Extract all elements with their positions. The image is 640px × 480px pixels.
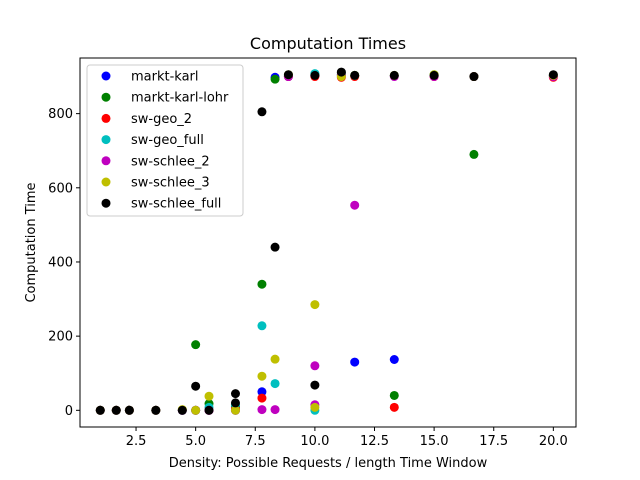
- data-point: [191, 405, 201, 415]
- data-point: [230, 405, 240, 415]
- data-point: [310, 402, 320, 412]
- data-point: [336, 67, 346, 77]
- x-tick-label: 2.5: [126, 434, 147, 449]
- data-point: [270, 354, 280, 364]
- data-point: [191, 340, 201, 350]
- legend-marker: [101, 198, 111, 208]
- legend-marker: [101, 113, 111, 123]
- data-point: [257, 393, 267, 403]
- legend-label: sw-geo_full: [131, 133, 204, 148]
- x-tick-label: 10.0: [300, 434, 329, 449]
- data-point: [469, 72, 479, 82]
- data-point: [469, 149, 479, 159]
- data-point: [548, 70, 558, 80]
- data-point: [230, 398, 240, 408]
- data-point: [257, 321, 267, 331]
- legend-marker: [101, 135, 111, 145]
- data-point: [257, 405, 267, 415]
- data-point: [230, 389, 240, 399]
- y-tick-label: 400: [48, 255, 73, 270]
- y-tick-label: 0: [65, 404, 73, 419]
- data-point: [389, 390, 399, 400]
- data-point: [191, 381, 201, 391]
- legend-label: sw-schlee_full: [131, 197, 221, 212]
- data-point: [350, 200, 360, 210]
- data-point: [204, 391, 214, 401]
- data-point: [389, 355, 399, 365]
- legend-label: sw-schlee_2: [131, 154, 210, 169]
- legend-label: markt-karl-lohr: [131, 91, 229, 106]
- x-axis-label: Density: Possible Requests / length Time…: [169, 456, 488, 471]
- legend-marker: [101, 177, 111, 187]
- plot-points: [95, 67, 558, 415]
- y-tick-label: 600: [48, 181, 73, 196]
- legend-marker: [101, 71, 111, 81]
- data-point: [270, 74, 280, 84]
- data-point: [257, 107, 267, 117]
- data-point: [429, 70, 439, 80]
- data-point: [350, 70, 360, 80]
- data-point: [95, 405, 105, 415]
- data-point: [310, 380, 320, 390]
- x-tick-label: 7.5: [245, 434, 266, 449]
- y-axis-label: Computation Time: [24, 182, 39, 302]
- legend-box: [86, 64, 244, 217]
- data-point: [283, 70, 293, 80]
- x-tick-label: 5.0: [185, 434, 206, 449]
- legend-marker: [101, 92, 111, 102]
- data-point: [350, 357, 360, 367]
- data-point: [111, 405, 121, 415]
- legend-label: sw-schlee_3: [131, 176, 210, 191]
- x-tick-label: 12.5: [360, 434, 389, 449]
- data-point: [270, 405, 280, 415]
- data-point: [310, 70, 320, 80]
- legend-label: sw-geo_2: [131, 112, 192, 127]
- legend: markt-karl markt-karl-lohr sw-geo_2 sw-geo_…: [86, 64, 244, 217]
- data-point: [310, 300, 320, 310]
- legend-label: markt-karl: [131, 70, 199, 85]
- x-axis: 2.5 5.0 7.5 10.0 12.5 15.0 17.5 20.0: [126, 427, 568, 449]
- data-point: [270, 242, 280, 252]
- chart-title: Computation Times: [250, 34, 406, 53]
- data-point: [151, 405, 161, 415]
- data-point: [204, 405, 214, 415]
- plot-area-frame: [79, 57, 577, 428]
- data-point: [257, 279, 267, 289]
- data-point: [257, 387, 267, 397]
- data-point: [389, 402, 399, 412]
- y-tick-label: 800: [48, 107, 73, 122]
- data-point: [177, 405, 187, 415]
- data-point: [389, 70, 399, 80]
- y-tick-label: 200: [48, 330, 73, 345]
- data-point: [257, 371, 267, 381]
- x-tick-label: 20.0: [539, 434, 568, 449]
- x-tick-label: 17.5: [479, 434, 508, 449]
- data-point: [270, 379, 280, 389]
- x-tick-label: 15.0: [420, 434, 449, 449]
- data-point: [124, 405, 134, 415]
- y-axis: 0 200 400 600 800: [48, 107, 80, 419]
- legend-marker: [101, 156, 111, 166]
- data-point: [310, 361, 320, 371]
